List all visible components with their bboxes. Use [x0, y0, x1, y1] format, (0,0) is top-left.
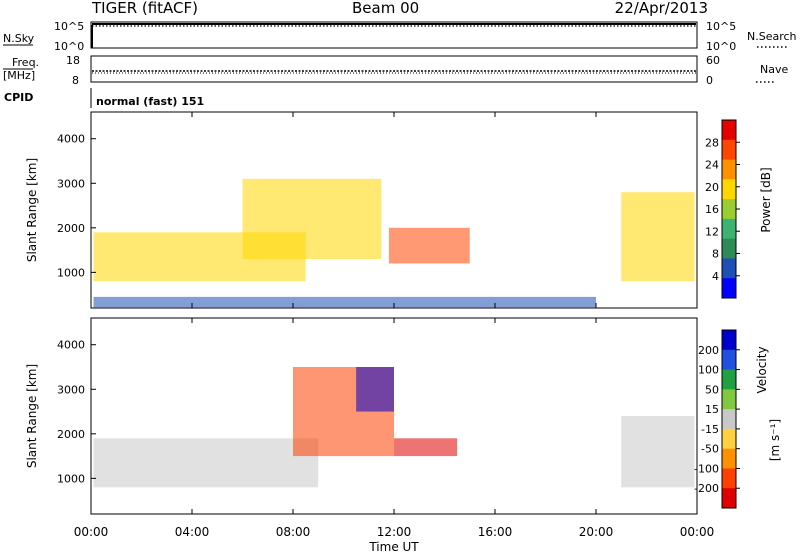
- power-colorbar: 28 24 20 16 12 8 4: [705, 119, 740, 299]
- time-tick-label: 20:00: [579, 525, 614, 539]
- power-ytick-label: 3000: [57, 177, 85, 190]
- time-axis-title: Time UT: [368, 540, 419, 554]
- colorbar-tick-label: 12: [705, 225, 719, 238]
- nsky-label: N.Sky: [3, 32, 35, 45]
- colorbar-tick-label: -100: [694, 462, 719, 475]
- colorbar-swatch: [722, 199, 736, 220]
- colorbar-swatch: [722, 258, 736, 279]
- time-tick-label: 16:00: [478, 525, 513, 539]
- colorbar-swatch: [722, 218, 736, 240]
- colorbar-swatch: [722, 389, 736, 410]
- colorbar-tick-label: 4: [712, 270, 719, 283]
- colorbar-tick-label: -50: [701, 443, 719, 456]
- colorbar-tick-label: 200: [698, 344, 719, 357]
- freq-tick-top: 18: [66, 54, 80, 67]
- nsearch-tick-bottom: 10^0: [706, 40, 736, 53]
- velocity-region-4: [621, 416, 695, 488]
- colorbar-tick-label: 100: [698, 364, 719, 377]
- freq-panel: Freq. [MHz] 18 8 60 0 Nave CPID normal (…: [3, 54, 788, 108]
- velocity-region-2: [356, 367, 394, 412]
- power-ytick-label: 2000: [57, 222, 85, 235]
- velocity-region-0: [93, 438, 319, 488]
- velocity-colorbar-unit: [m s⁻¹]: [768, 419, 782, 461]
- colorbar-tick-label: 15: [705, 403, 719, 416]
- power-region-4: [93, 296, 597, 308]
- colorbar-swatch: [722, 330, 736, 351]
- colorbar-swatch: [722, 409, 736, 430]
- colorbar-swatch: [722, 488, 736, 509]
- colorbar-swatch: [722, 428, 736, 450]
- power-region-2: [388, 227, 470, 264]
- power-ytick-label: 1000: [57, 266, 85, 279]
- nsky-panel: N.Sky 10^5 10^0 10^5 10^0 N.Search: [3, 20, 797, 53]
- colorbar-swatch: [722, 179, 736, 200]
- nsky-tick-top: 10^5: [54, 20, 84, 33]
- freq-label-bottom: [MHz]: [3, 69, 35, 82]
- colorbar-swatch: [722, 349, 736, 371]
- colorbar-tick-label: -200: [694, 482, 719, 495]
- freq-tick-bottom: 8: [72, 74, 79, 87]
- colorbar-tick-label: 20: [705, 181, 719, 194]
- time-tick-label: 00:00: [680, 525, 715, 539]
- nave-label: Nave: [760, 63, 788, 76]
- cpid-label: CPID: [4, 91, 33, 104]
- time-tick-label: 12:00: [377, 525, 412, 539]
- colorbar-swatch: [722, 139, 736, 161]
- velocity-colorbar: 200 100 50 15 -15 -50 -100 -200: [694, 329, 740, 509]
- freq-label-top: Freq.: [12, 56, 39, 69]
- beam-title: Beam 00: [352, 0, 420, 17]
- velocity-data-layer: [93, 367, 695, 488]
- date-title: 22/Apr/2013: [614, 0, 708, 17]
- nave-tick-bottom: 0: [706, 74, 713, 87]
- velocity-ytick-label: 1000: [57, 472, 85, 485]
- power-colorbar-label: Power [dB]: [759, 167, 773, 232]
- time-axis: 00:00 04:00 08:00 12:00 16:00 20:00 00:00: [74, 112, 715, 539]
- velocity-ytick-label: 3000: [57, 383, 85, 396]
- radar-title: TIGER (fitACF): [92, 0, 199, 17]
- nsky-tick-bottom: 10^0: [54, 40, 84, 53]
- colorbar-swatch: [722, 468, 736, 489]
- colorbar-tick-label: 24: [705, 159, 719, 172]
- nsearch-label: N.Search: [747, 30, 797, 43]
- colorbar-swatch: [722, 238, 736, 259]
- velocity-ylabel: Slant Range [km]: [25, 364, 39, 468]
- colorbar-tick-label: 28: [705, 136, 719, 149]
- power-ytick-label: 4000: [57, 133, 85, 146]
- velocity-y-axis: 1000 2000 3000 4000: [57, 339, 96, 485]
- power-region-1: [242, 178, 382, 259]
- colorbar-tick-label: 16: [705, 203, 719, 216]
- time-tick-label: 04:00: [175, 525, 210, 539]
- velocity-region-3: [394, 438, 458, 457]
- time-tick-label: 00:00: [74, 525, 109, 539]
- colorbar-swatch: [722, 159, 736, 180]
- colorbar-swatch: [722, 278, 736, 299]
- velocity-colorbar-label: Velocity: [755, 346, 769, 393]
- freq-panel-frame: [90, 55, 698, 83]
- colorbar-swatch: [722, 448, 736, 469]
- time-tick-label: 08:00: [276, 525, 311, 539]
- power-data-layer: [93, 178, 695, 308]
- colorbar-tick-label: 8: [712, 248, 719, 261]
- velocity-ytick-label: 2000: [57, 428, 85, 441]
- nave-tick-top: 60: [706, 54, 720, 67]
- velocity-ytick-label: 4000: [57, 339, 85, 352]
- colorbar-tick-label: -15: [701, 423, 719, 436]
- power-y-axis: 1000 2000 3000 4000: [57, 133, 96, 279]
- power-ylabel: Slant Range [km]: [25, 158, 39, 262]
- colorbar-swatch: [722, 369, 736, 390]
- power-region-3: [621, 192, 695, 282]
- colorbar-frame: [721, 329, 737, 509]
- cpid-text: normal (fast) 151: [96, 95, 204, 108]
- colorbar-tick-label: 50: [705, 383, 719, 396]
- velocity-panel: 1000 2000 3000 4000 Slant Range [km] 200 100…: [25, 329, 782, 509]
- nsearch-tick-top: 10^5: [706, 20, 736, 33]
- power-panel: 1000 2000 3000 4000 Slant Range [km] 28 24 20…: [25, 119, 773, 308]
- colorbar-swatch: [722, 120, 736, 141]
